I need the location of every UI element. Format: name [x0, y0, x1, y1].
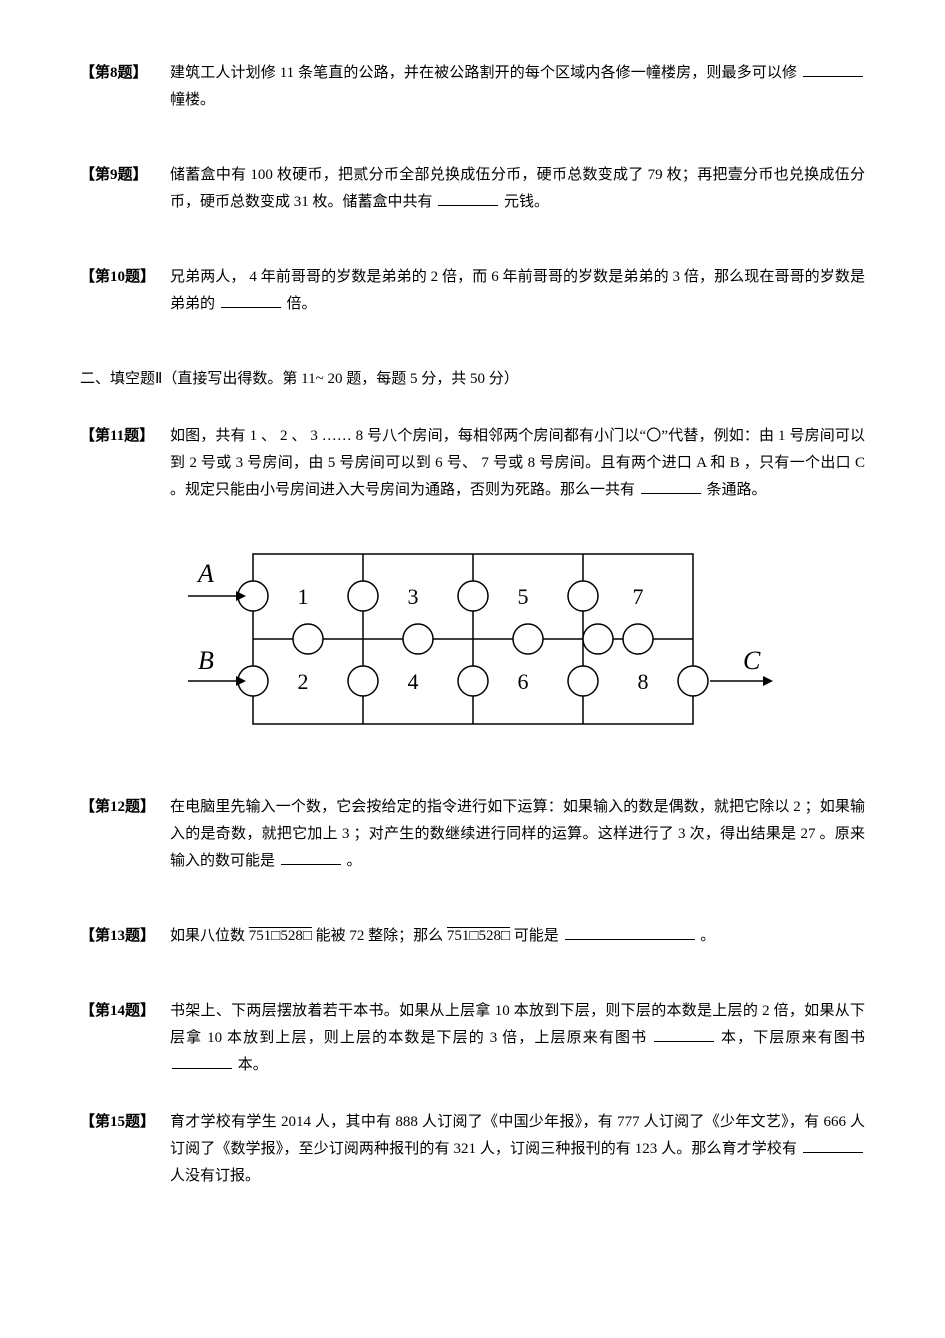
q9-blank	[438, 190, 498, 206]
q12-blank	[281, 849, 341, 865]
door-4-6	[458, 666, 488, 696]
q13-blank	[565, 924, 695, 940]
door-6-8	[568, 666, 598, 696]
door-1-3	[348, 581, 378, 611]
door-2-4	[348, 666, 378, 696]
q13-text-b: 能被 72 整除；那么	[312, 928, 447, 944]
label-a: A	[196, 559, 214, 588]
label-b: B	[198, 646, 214, 675]
q10-text-b: 倍。	[283, 296, 317, 312]
question-8-label: 【第8题】	[80, 60, 170, 87]
room-7: 7	[632, 584, 643, 609]
q14-text-b: 本，下层原来有图书	[716, 1030, 865, 1046]
question-10-label: 【第10题】	[80, 264, 170, 291]
question-12-body: 在电脑里先输入一个数，它会按给定的指令进行如下运算：如果输入的数是偶数，就把它除…	[170, 794, 865, 875]
q15-text-b: 人没有订报。	[170, 1168, 260, 1184]
q8-text-b: 幢楼。	[170, 92, 215, 108]
q14-blank-2	[172, 1053, 232, 1069]
question-11-label: 【第11题】	[80, 423, 170, 450]
door-5-7	[568, 581, 598, 611]
exit-c-circle	[678, 666, 708, 696]
question-13-label: 【第13题】	[80, 923, 170, 950]
question-15-label: 【第15题】	[80, 1109, 170, 1136]
room-2: 2	[297, 669, 308, 694]
q13-text-c: 可能是	[510, 928, 563, 944]
q13-num1: 751□528□	[249, 928, 312, 944]
question-9-body: 储蓄盒中有 100 枚硬币，把贰分币全部兑换成伍分币，硬币总数变成了 79 枚；…	[170, 162, 865, 216]
q15-blank	[803, 1137, 863, 1153]
question-13-body: 如果八位数 751□528□ 能被 72 整除；那么 751□528□ 可能是 …	[170, 923, 865, 950]
question-9-label: 【第9题】	[80, 162, 170, 189]
label-c: C	[743, 646, 761, 675]
door-5-8	[583, 624, 613, 654]
question-13: 【第13题】 如果八位数 751□528□ 能被 72 整除；那么 751□52…	[80, 923, 865, 950]
question-15: 【第15题】 育才学校有学生 2014 人，其中有 888 人订阅了《中国少年报…	[80, 1109, 865, 1190]
q13-num2: 751□528□	[447, 928, 510, 944]
question-11: 【第11题】 如图，共有 1 、 2 、 3 …… 8 号八个房间，每相邻两个房…	[80, 423, 865, 504]
room-5: 5	[517, 584, 528, 609]
door-1-2	[293, 624, 323, 654]
q13-text-d: 。	[697, 928, 716, 944]
question-9: 【第9题】 储蓄盒中有 100 枚硬币，把贰分币全部兑换成伍分币，硬币总数变成了…	[80, 162, 865, 216]
door-5-6	[513, 624, 543, 654]
question-15-body: 育才学校有学生 2014 人，其中有 888 人订阅了《中国少年报》，有 777…	[170, 1109, 865, 1190]
q11-diagram: A B C 1 3 5 7 2 4 6 8	[80, 524, 865, 754]
q12-text-a: 在电脑里先输入一个数，它会按给定的指令进行如下运算：如果输入的数是偶数，就把它除…	[170, 799, 865, 869]
question-8-body: 建筑工人计划修 11 条笔直的公路，并在被公路割开的每个区域内各修一幢楼房，则最…	[170, 60, 865, 114]
q11-text-b: 条通路。	[703, 482, 767, 498]
question-10: 【第10题】 兄弟两人， 4 年前哥哥的岁数是弟弟的 2 倍，而 6 年前哥哥的…	[80, 264, 865, 318]
q8-blank	[803, 61, 863, 77]
question-14: 【第14题】 书架上、下两层摆放着若干本书。如果从上层拿 10 本放到下层，则下…	[80, 998, 865, 1079]
question-8: 【第8题】 建筑工人计划修 11 条笔直的公路，并在被公路割开的每个区域内各修一…	[80, 60, 865, 114]
room-4: 4	[407, 669, 418, 694]
question-11-body: 如图，共有 1 、 2 、 3 …… 8 号八个房间，每相邻两个房间都有小门以“…	[170, 423, 865, 504]
q13-text-a: 如果八位数	[170, 928, 249, 944]
q14-blank-1	[654, 1026, 714, 1042]
door-7-8	[623, 624, 653, 654]
question-10-body: 兄弟两人， 4 年前哥哥的岁数是弟弟的 2 倍，而 6 年前哥哥的岁数是弟弟的 …	[170, 264, 865, 318]
q8-text-a: 建筑工人计划修 11 条笔直的公路，并在被公路割开的每个区域内各修一幢楼房，则最…	[170, 65, 801, 81]
question-12-label: 【第12题】	[80, 794, 170, 821]
q12-text-b: 。	[343, 853, 362, 869]
room-8: 8	[637, 669, 648, 694]
door-3-4	[403, 624, 433, 654]
rooms-diagram-svg: A B C 1 3 5 7 2 4 6 8	[153, 524, 793, 754]
arrow-c-head	[763, 676, 773, 686]
q15-text-a: 育才学校有学生 2014 人，其中有 888 人订阅了《中国少年报》，有 777…	[170, 1114, 865, 1157]
room-1: 1	[297, 584, 308, 609]
q10-blank	[221, 292, 281, 308]
q11-blank	[641, 478, 701, 494]
question-14-body: 书架上、下两层摆放着若干本书。如果从上层拿 10 本放到下层，则下层的本数是上层…	[170, 998, 865, 1079]
section-2-header: 二、填空题Ⅱ（直接写出得数。第 11~ 20 题，每题 5 分，共 50 分）	[80, 366, 865, 393]
q9-text-b: 元钱。	[500, 194, 549, 210]
room-6: 6	[517, 669, 528, 694]
q14-text-c: 本。	[234, 1057, 268, 1073]
room-3: 3	[407, 584, 418, 609]
question-12: 【第12题】 在电脑里先输入一个数，它会按给定的指令进行如下运算：如果输入的数是…	[80, 794, 865, 875]
door-3-5	[458, 581, 488, 611]
question-14-label: 【第14题】	[80, 998, 170, 1025]
